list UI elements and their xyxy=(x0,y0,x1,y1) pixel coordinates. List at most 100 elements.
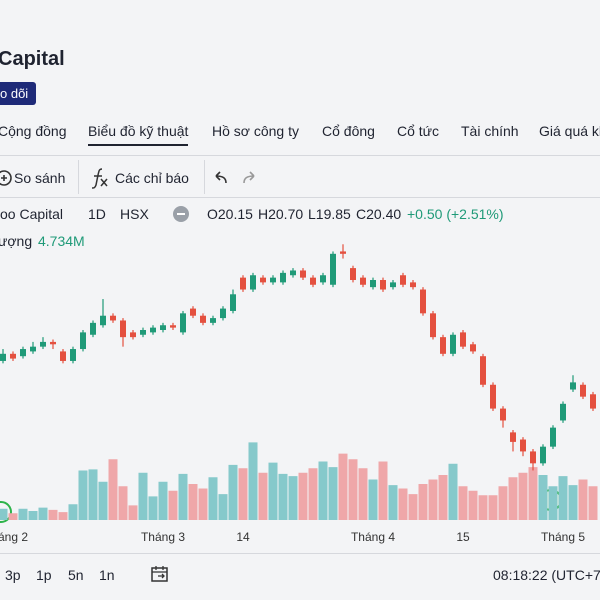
open: O20.15 xyxy=(207,206,253,222)
volume-bar xyxy=(198,488,208,520)
volume-name: ượng xyxy=(0,233,33,249)
volume-bar xyxy=(288,476,298,520)
candle-body xyxy=(100,315,106,326)
volume-bar xyxy=(588,486,598,520)
volume-bar xyxy=(568,485,578,520)
divider xyxy=(0,155,600,156)
tab[interactable]: Hồ sơ công ty xyxy=(212,123,299,139)
candle-body xyxy=(260,277,266,283)
candle-body xyxy=(170,325,176,328)
volume-bar xyxy=(108,459,118,520)
candle-body xyxy=(60,351,66,361)
compare-button[interactable]: So sánh xyxy=(14,170,66,186)
candle-body xyxy=(490,384,496,409)
volume-bar xyxy=(368,479,378,520)
volume-bar xyxy=(378,461,388,520)
tab[interactable]: Cổ đông xyxy=(322,123,375,139)
volume-bar xyxy=(358,468,368,520)
candle-body xyxy=(220,308,226,319)
candle-body xyxy=(540,446,546,464)
volume-bar xyxy=(498,486,508,520)
volume-bar xyxy=(228,464,238,520)
candle-body xyxy=(450,334,456,354)
candle-body xyxy=(340,251,346,254)
candle-body xyxy=(430,313,436,338)
candle-body xyxy=(30,346,36,352)
x-tick-label: áng 2 xyxy=(0,530,28,544)
volume-bar xyxy=(168,490,178,520)
x-tick-label: Tháng 4 xyxy=(351,530,395,544)
candle-body xyxy=(230,294,236,311)
candle-body xyxy=(400,275,406,285)
candle-body xyxy=(270,277,276,283)
timeframe[interactable]: 1n xyxy=(99,567,115,583)
compare-icon xyxy=(0,170,12,186)
volume-bar xyxy=(138,472,148,520)
timeframe[interactable]: 1p xyxy=(36,567,52,583)
close: C20.40 xyxy=(356,206,402,222)
volume-bar xyxy=(18,508,28,520)
volume-bar xyxy=(488,495,498,520)
tab[interactable]: Giá quá kh xyxy=(539,123,600,139)
candle-body xyxy=(570,382,576,390)
volume-bar xyxy=(508,477,518,520)
volume-bar xyxy=(548,486,558,520)
volume-bar xyxy=(338,453,348,520)
undo-redo[interactable] xyxy=(212,168,262,188)
volume-bar xyxy=(8,513,18,520)
volume-bar xyxy=(98,481,108,520)
tab[interactable]: Tài chính xyxy=(461,123,519,139)
low: L19.85 xyxy=(308,206,351,222)
volume-bar xyxy=(448,463,458,520)
candle-body xyxy=(500,408,506,421)
candle-body xyxy=(360,277,366,285)
volume-bar xyxy=(518,472,528,520)
candle-body xyxy=(350,268,356,280)
volume-bar xyxy=(218,494,228,520)
candle-body xyxy=(40,341,46,347)
volume-bar xyxy=(28,511,38,520)
timeframe[interactable]: 5n xyxy=(68,567,84,583)
volume-bar xyxy=(208,477,218,520)
clock: 08:18:22 (UTC+7 xyxy=(493,567,600,583)
volume-bar xyxy=(158,481,168,520)
timeframe[interactable]: 3p xyxy=(5,567,21,583)
volume-layer xyxy=(0,442,598,520)
collapse-button[interactable] xyxy=(172,205,190,223)
volume-bar xyxy=(248,442,258,520)
candle-body xyxy=(0,353,6,361)
volume-bar xyxy=(418,484,428,520)
candle-body xyxy=(550,427,556,447)
candle-body xyxy=(510,432,516,442)
candle-body xyxy=(90,322,96,335)
tab[interactable]: Cộng đồng xyxy=(0,123,67,139)
exchange: HSX xyxy=(120,206,149,222)
divider xyxy=(78,160,79,194)
indicators-button[interactable]: Các chỉ báo xyxy=(115,170,189,186)
candle-body xyxy=(20,349,26,357)
divider xyxy=(0,553,600,554)
candle-body xyxy=(240,277,246,290)
company-title: Capital xyxy=(0,48,65,70)
candle-body xyxy=(300,270,306,278)
tab[interactable]: Cổ tức xyxy=(397,123,440,139)
volume-bar xyxy=(388,485,398,520)
candle-layer xyxy=(0,244,596,471)
volume-bar xyxy=(278,473,288,520)
volume-bar xyxy=(118,486,128,520)
x-tick-label: 15 xyxy=(456,530,470,544)
candle-body xyxy=(470,344,476,352)
volume-bar xyxy=(348,459,358,520)
candle-body xyxy=(80,332,86,350)
x-tick-label: 14 xyxy=(236,530,250,544)
candle-body xyxy=(370,280,376,288)
candle-body xyxy=(330,253,336,285)
candle-body xyxy=(140,330,146,335)
tab-active[interactable]: Biểu đồ kỹ thuật xyxy=(88,123,189,146)
volume-bar xyxy=(38,507,48,520)
divider xyxy=(204,160,205,194)
event-marker[interactable] xyxy=(0,501,12,523)
date-range-icon[interactable] xyxy=(150,564,170,584)
follow-button[interactable]: o dõi xyxy=(0,82,37,105)
